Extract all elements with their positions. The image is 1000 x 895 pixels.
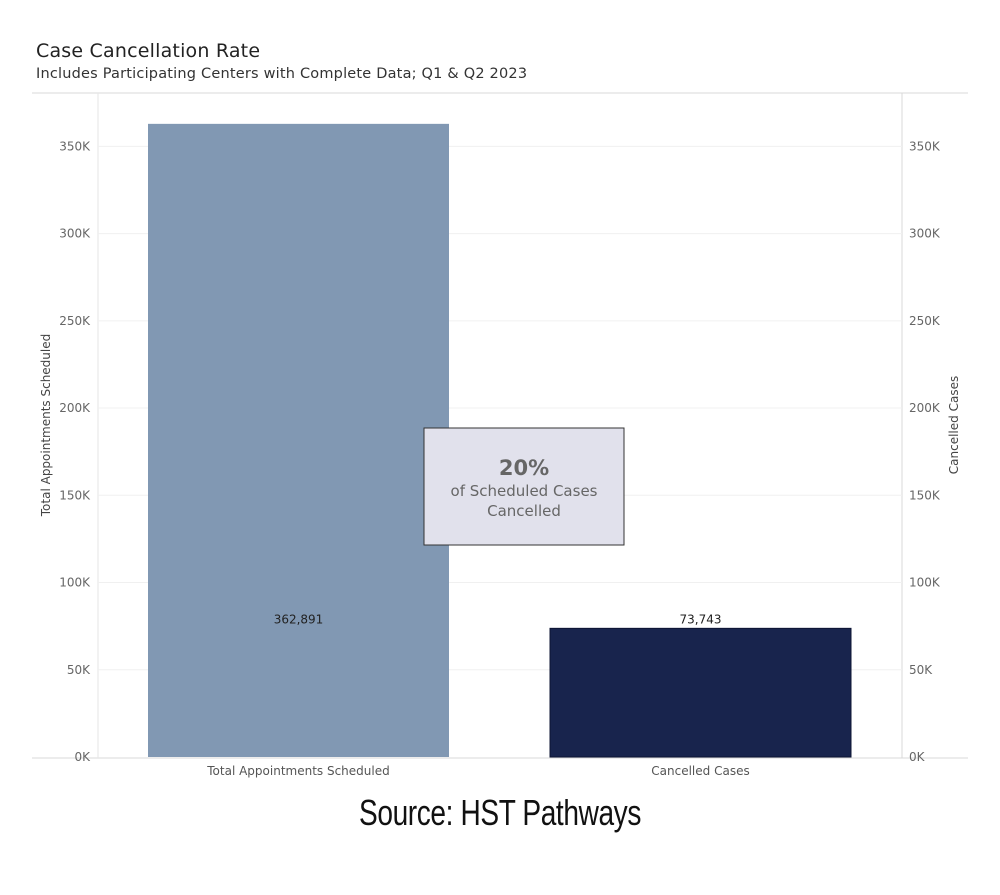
- y-tick-label-left: 0K: [74, 750, 91, 764]
- x-category-label: Cancelled Cases: [651, 764, 749, 778]
- annotation-box: [423, 427, 625, 546]
- y-tick-label-left: 200K: [59, 401, 91, 415]
- y-tick-label-left: 50K: [67, 663, 91, 677]
- bar-total-appointments: [148, 123, 449, 757]
- x-category-label: Total Appointments Scheduled: [206, 764, 389, 778]
- y-tick-label-left: 100K: [59, 576, 91, 590]
- source-note: Source: HST Pathways: [359, 792, 641, 833]
- y-tick-label-right: 350K: [909, 139, 941, 153]
- annotation-line-1: of Scheduled Cases: [451, 482, 598, 500]
- y-axis-label-right: Cancelled Cases: [947, 376, 961, 474]
- y-tick-label-right: 300K: [909, 227, 941, 241]
- data-label: 73,743: [680, 612, 722, 626]
- y-tick-label-right: 50K: [909, 663, 933, 677]
- chart-title: Case Cancellation Rate: [36, 40, 261, 62]
- y-tick-label-left: 350K: [59, 139, 91, 153]
- y-tick-label-left: 250K: [59, 314, 91, 328]
- y-tick-label-left: 300K: [59, 227, 91, 241]
- y-axis-label-left: Total Appointments Scheduled: [39, 334, 53, 517]
- y-tick-label-right: 100K: [909, 576, 941, 590]
- y-tick-label-right: 0K: [909, 750, 926, 764]
- bar-cancelled-cases: [549, 627, 852, 758]
- annotation-line-2: Cancelled: [487, 502, 561, 520]
- y-tick-label-right: 250K: [909, 314, 941, 328]
- y-tick-label-right: 150K: [909, 488, 941, 502]
- data-label: 362,891: [274, 612, 324, 626]
- chart-subtitle: Includes Participating Centers with Comp…: [36, 66, 528, 82]
- annotation-percent: 20%: [499, 456, 549, 480]
- y-tick-label-right: 200K: [909, 401, 941, 415]
- y-tick-label-left: 150K: [59, 488, 91, 502]
